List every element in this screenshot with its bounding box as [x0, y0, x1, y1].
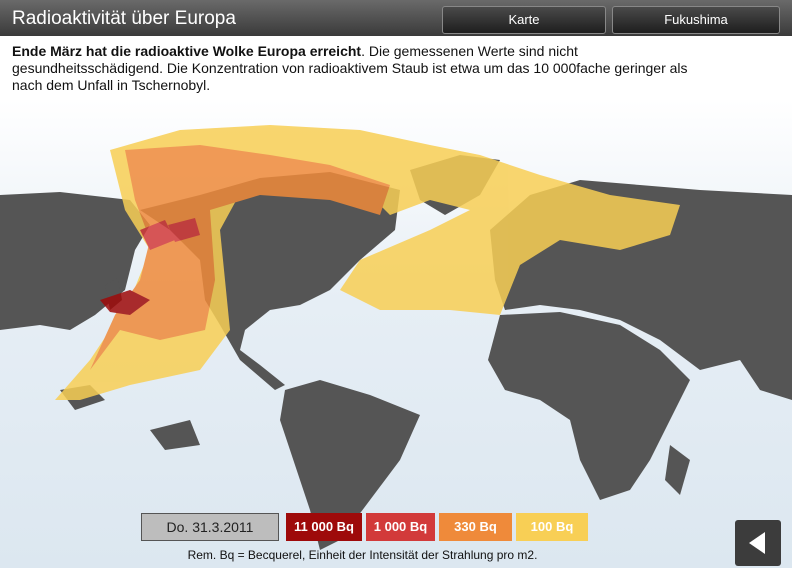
legend-level: 11 000 Bq	[286, 513, 362, 541]
date-box: Do. 31.3.2011	[141, 513, 279, 541]
back-button[interactable]	[735, 520, 781, 566]
legend: Do. 31.3.2011 11 000 Bq 1 000 Bq 330 Bq 100…	[0, 513, 792, 543]
description-bold: Ende März hat die radioaktive Wolke Euro…	[12, 43, 362, 59]
legend-level: 330 Bq	[439, 513, 512, 541]
description-text: . Die gemessenen Werte sind nicht gesund…	[12, 43, 688, 93]
description: Ende März hat die radioaktive Wolke Euro…	[12, 43, 712, 94]
legend-level: 100 Bq	[516, 513, 588, 541]
back-icon	[749, 532, 765, 554]
header: Radioaktivität über Europa Karte Fukushi…	[0, 0, 792, 36]
map-button[interactable]: Karte	[442, 6, 606, 34]
title: Radioaktivität über Europa	[12, 8, 236, 29]
note: Rem. Bq = Becquerel, Einheit der Intensi…	[187, 548, 538, 562]
legend-level: 1 000 Bq	[366, 513, 435, 541]
fukushima-button[interactable]: Fukushima	[612, 6, 780, 34]
radiation-cloud	[55, 125, 680, 400]
map	[0, 125, 792, 550]
